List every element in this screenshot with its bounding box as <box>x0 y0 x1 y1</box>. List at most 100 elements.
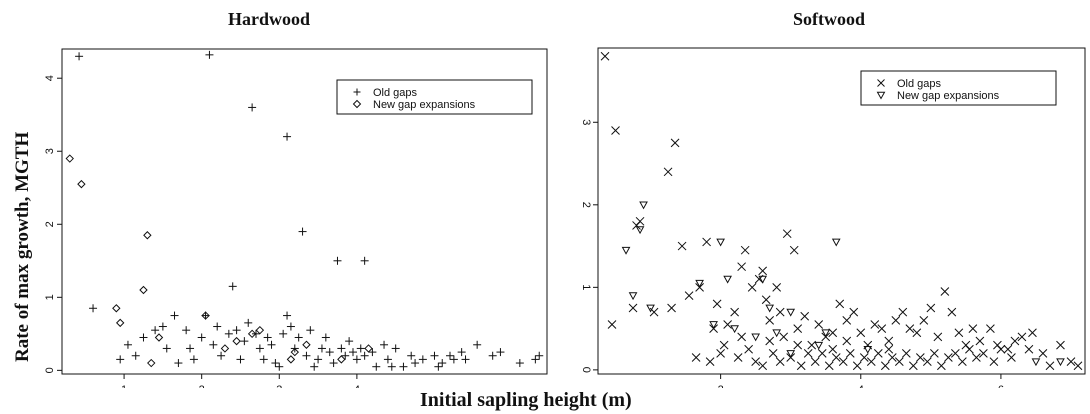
hardwood-point-plus <box>255 344 264 353</box>
softwood-y-tick-label: 1 <box>580 284 592 290</box>
hardwood-point-plus <box>240 337 249 346</box>
hardwood-point-diamond <box>255 325 265 335</box>
hardwood-point-plus <box>430 351 439 360</box>
hardwood-point-plus <box>337 344 346 353</box>
hardwood-point-diamond <box>154 333 164 342</box>
softwood-x-tick-label: 6 <box>998 384 1004 388</box>
softwood-point-triangle-down <box>709 321 718 330</box>
softwood-points <box>600 51 1083 371</box>
hardwood-point-plus <box>189 355 198 364</box>
hardwood-legend-marker-plus <box>353 88 361 96</box>
hardwood-y-tick-label: 0 <box>44 367 56 373</box>
softwood-point-x <box>782 229 792 239</box>
hardwood-point-diamond <box>147 358 156 368</box>
hardwood-point-diamond <box>247 329 257 339</box>
hardwood-point-plus <box>438 359 447 368</box>
softwood-point-triangle-down <box>695 279 704 288</box>
softwood-point-x <box>989 357 999 366</box>
hardwood-point-plus <box>209 340 218 349</box>
softwood-point-x <box>1038 349 1048 358</box>
softwood-legend-label: Old gaps <box>897 78 942 90</box>
softwood-point-x <box>716 349 725 358</box>
hardwood-point-plus <box>123 340 132 349</box>
hardwood-point-plus <box>434 362 443 371</box>
hardwood-point-diamond <box>115 318 125 328</box>
hardwood-point-diamond <box>232 336 241 346</box>
hardwood-point-diamond <box>201 311 210 320</box>
softwood-point-x <box>944 353 953 362</box>
softwood-point-x <box>751 357 761 366</box>
softwood-point-x <box>758 361 768 371</box>
hardwood-point-plus <box>387 362 396 371</box>
hardwood-point-diamond <box>112 304 121 313</box>
softwood-point-x <box>873 349 883 358</box>
softwood-point-triangle-down <box>723 275 732 284</box>
softwood-point-x <box>947 307 957 317</box>
softwood-point-x <box>1003 344 1013 354</box>
softwood-point-triangle-down <box>786 350 796 358</box>
hardwood-point-plus <box>317 344 326 353</box>
softwood-point-x <box>775 357 785 366</box>
softwood-point-triangle-down <box>628 292 638 301</box>
softwood-point-x <box>954 328 964 338</box>
softwood-point-x <box>611 126 620 135</box>
softwood-point-x <box>796 361 806 371</box>
hardwood-point-plus <box>407 351 416 360</box>
hardwood-point-plus <box>205 50 214 59</box>
hardwood-point-plus <box>201 311 210 320</box>
softwood-point-x <box>866 357 876 366</box>
softwood-point-triangle-down <box>814 341 824 350</box>
softwood-point-x <box>926 303 936 313</box>
softwood-point-x <box>919 316 929 325</box>
softwood-point-triangle-down <box>772 329 782 338</box>
softwood-legend-marker-x <box>877 79 885 87</box>
hardwood-point-plus <box>217 351 226 360</box>
softwood-point-x <box>884 344 894 354</box>
softwood-point-x <box>936 361 946 371</box>
hardwood-point-plus <box>275 362 284 371</box>
hardwood-point-plus <box>535 351 544 360</box>
softwood-point-x <box>908 361 918 371</box>
softwood-point-x <box>772 282 782 292</box>
softwood-point-x <box>1017 332 1027 342</box>
hardwood-y-tick-label: 4 <box>44 75 56 81</box>
softwood-point-x <box>884 336 894 346</box>
hardwood-point-plus <box>286 322 295 331</box>
softwood-point-x <box>810 357 820 366</box>
softwood-point-triangle-down <box>646 304 655 313</box>
hardwood-point-plus <box>360 351 369 360</box>
hardwood-point-plus <box>174 359 183 368</box>
softwood-point-x <box>737 262 747 272</box>
hardwood-point-plus <box>279 329 288 338</box>
softwood-point-x <box>719 340 729 350</box>
hardwood-x-tick-label: 3 <box>276 384 282 388</box>
hardwood-point-plus <box>267 340 276 349</box>
hardwood-point-plus <box>197 333 206 342</box>
softwood-point-x <box>901 349 911 358</box>
hardwood-point-plus <box>236 355 245 364</box>
hardwood-point-diamond <box>143 231 152 240</box>
softwood-y-tick-label: 3 <box>580 119 592 125</box>
softwood-point-x <box>845 349 855 358</box>
hardwood-point-plus <box>186 344 195 353</box>
hardwood-point-plus <box>496 348 505 357</box>
softwood-x-tick-label: 2 <box>718 384 724 388</box>
hardwood-point-plus <box>248 103 257 112</box>
hardwood-point-plus <box>310 362 319 371</box>
softwood-point-x <box>607 320 617 329</box>
hardwood-point-plus <box>182 326 191 335</box>
softwood-point-x <box>1007 353 1016 362</box>
softwood-point-x <box>800 311 810 321</box>
softwood-point-x <box>912 328 922 338</box>
hardwood-point-plus <box>162 344 171 353</box>
hardwood-point-plus <box>360 256 369 265</box>
softwood-y-tick-label: 0 <box>580 367 592 373</box>
hardwood-point-plus <box>228 282 237 291</box>
hardwood-point-plus <box>213 322 222 331</box>
softwood-point-x <box>838 357 848 366</box>
softwood-point-triangle-down <box>621 246 631 255</box>
hardwood-point-plus <box>329 359 338 368</box>
hardwood-point-plus <box>488 351 497 360</box>
